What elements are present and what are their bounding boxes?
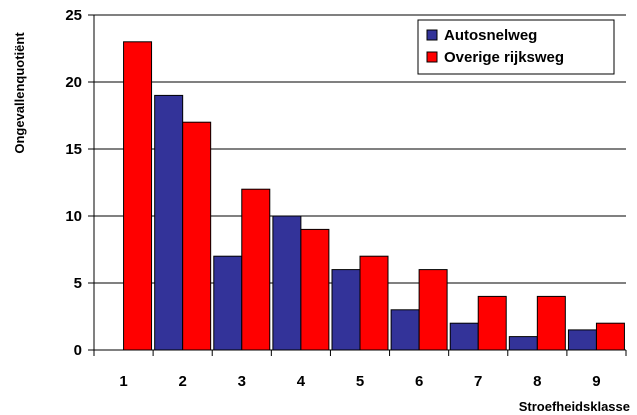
bar-autosnelweg-2 [154,94,184,351]
legend-swatch [426,51,438,63]
bar-autosnelweg-3 [213,255,243,351]
legend-swatch [426,29,438,41]
bar-autosnelweg-4 [272,215,302,351]
x-tick-label: 4 [297,373,306,390]
x-tick-label: 6 [415,373,423,390]
x-tick-label: 8 [533,373,541,390]
y-tick-label: 20 [65,74,82,91]
x-tick-label: 1 [119,373,127,390]
bar-overige-rijksweg-3 [241,188,271,351]
legend-label: Autosnelweg [444,27,537,44]
y-tick-label: 15 [65,141,82,158]
y-tick-label: 10 [65,208,82,225]
y-tick-label: 25 [65,7,82,24]
x-tick-label: 7 [474,373,482,390]
legend-box [417,19,615,75]
bar-autosnelweg-8 [508,336,538,351]
bars [123,41,625,351]
x-tick-labels: 1 2 3 4 5 6 7 8 9 [119,373,600,390]
bar-autosnelweg-9 [567,329,597,351]
bar-autosnelweg-5 [331,269,361,351]
y-tick-label: 0 [74,342,82,359]
x-tick-label: 9 [592,373,600,390]
y-tick-label: 5 [74,275,82,292]
bar-overige-rijksweg-4 [300,228,330,351]
bar-overige-rijksweg-7 [477,295,507,351]
legend-label: Overige rijksweg [444,49,564,66]
bar-overige-rijksweg-5 [359,255,389,351]
x-tick-label: 5 [356,373,364,390]
y-tick-labels: 0 5 10 15 20 25 [65,7,82,359]
bar-overige-rijksweg-6 [418,269,448,351]
bar-overige-rijksweg-8 [536,295,566,351]
x-tick-label: 2 [178,373,186,390]
bar-overige-rijksweg-9 [595,322,625,351]
x-tick-label: 3 [238,373,246,390]
x-axis-label: Stroefheidsklasse [519,399,630,414]
bar-autosnelweg-7 [449,322,479,351]
y-axis-label: Ongevallenquotiënt [12,32,27,154]
legend: Autosnelweg Overige rijksweg [417,19,615,75]
bar-autosnelweg-6 [390,309,420,351]
bar-overige-rijksweg-2 [182,121,212,351]
bar-overige-rijksweg-1 [123,41,153,351]
axes [93,15,627,356]
